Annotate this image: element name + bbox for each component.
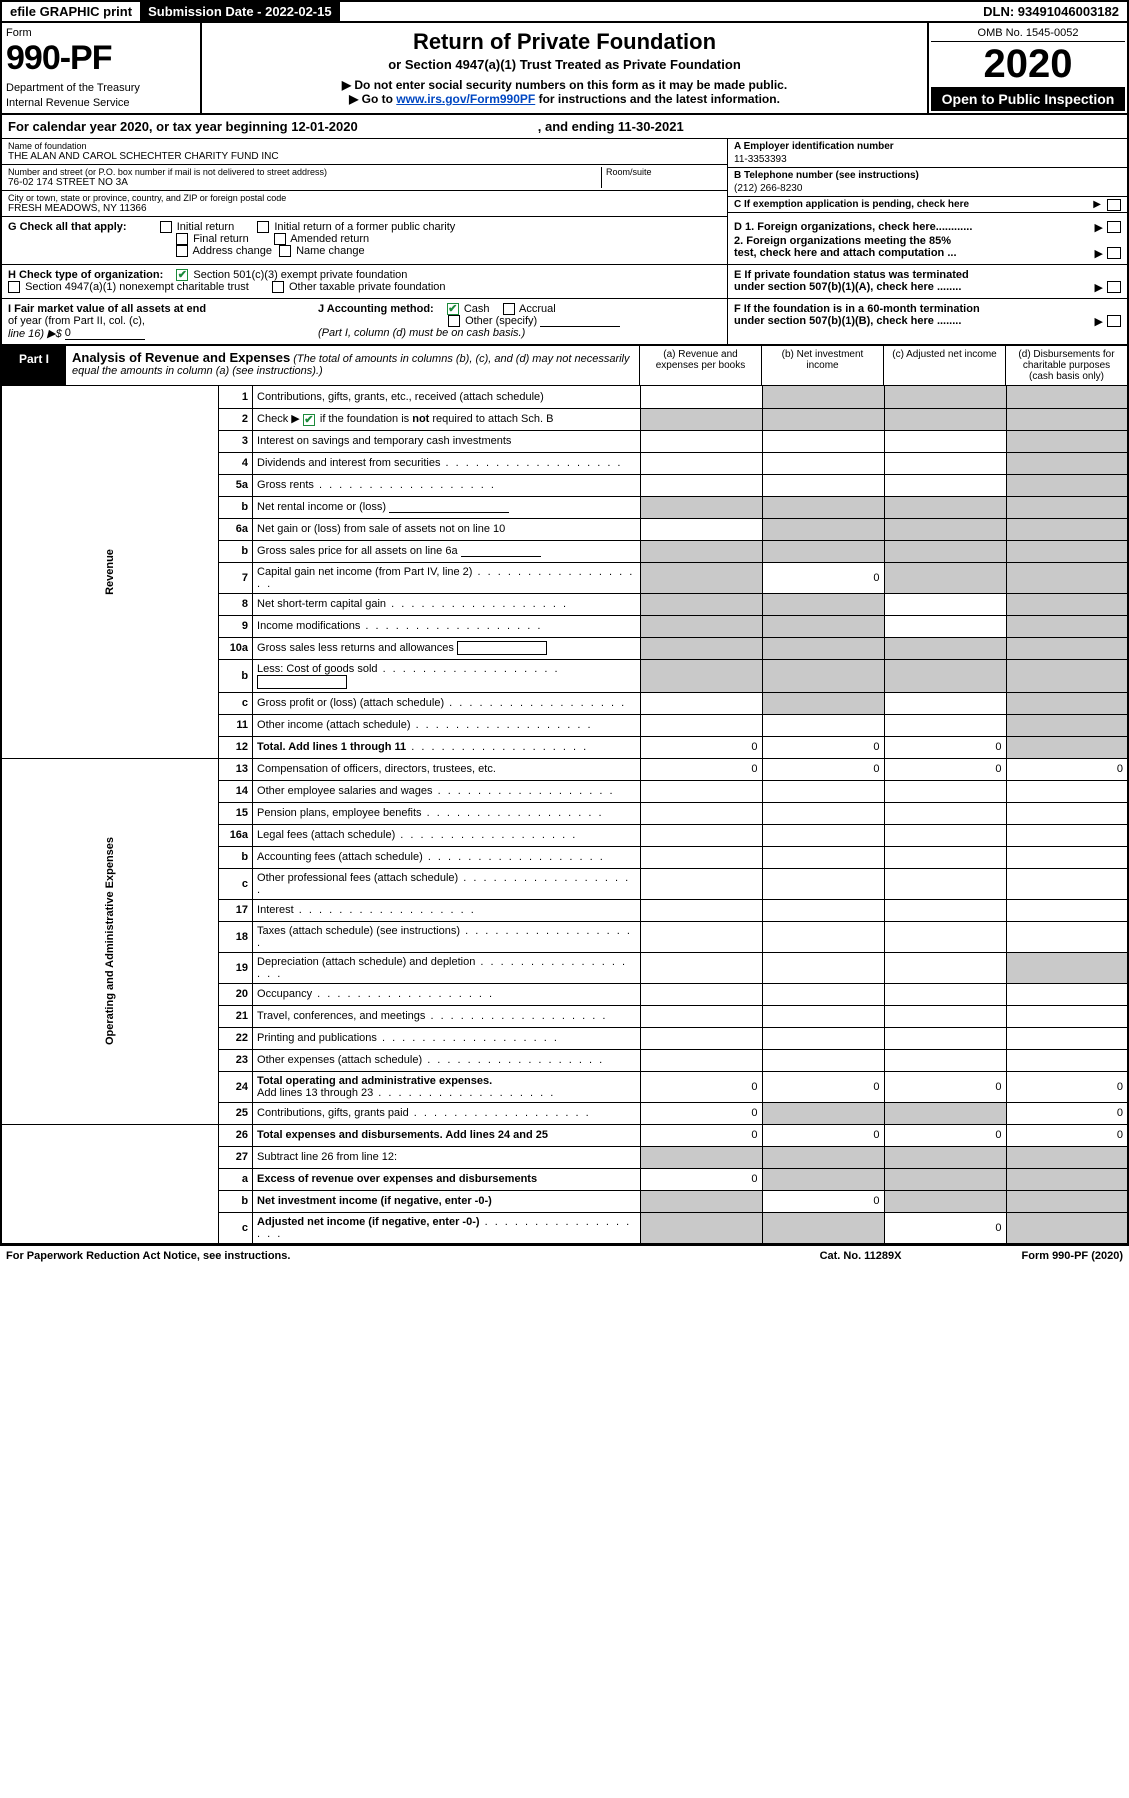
submission-date: Submission Date - 2022-02-15 <box>140 2 340 21</box>
phone-cell: B Telephone number (see instructions) (2… <box>728 168 1127 197</box>
form-note-1: ▶ Do not enter social security numbers o… <box>208 78 921 92</box>
chk-other-acct[interactable] <box>448 315 460 327</box>
row-26: 26Total expenses and disbursements. Add … <box>1 1124 1128 1146</box>
page-footer: For Paperwork Reduction Act Notice, see … <box>0 1244 1129 1266</box>
chk-d1[interactable] <box>1107 221 1121 233</box>
g-block: G Check all that apply: Initial return I… <box>2 217 727 264</box>
col-a-head: (a) Revenue and expenses per books <box>639 346 761 385</box>
part1-table: Revenue 1Contributions, gifts, grants, e… <box>0 386 1129 1244</box>
topbar: efile GRAPHIC print Submission Date - 20… <box>0 0 1129 21</box>
header-left: Form 990-PF Department of the Treasury I… <box>2 23 202 113</box>
chk-501c3[interactable]: ✔ <box>176 269 188 281</box>
revenue-sidebar: Revenue <box>1 386 219 758</box>
col-c-head: (c) Adjusted net income <box>883 346 1005 385</box>
address-cell: Number and street (or P.O. box number if… <box>2 165 727 191</box>
efile-label: efile GRAPHIC print <box>2 2 140 21</box>
footer-left: For Paperwork Reduction Act Notice, see … <box>6 1250 290 1262</box>
chk-e[interactable] <box>1107 281 1121 293</box>
ein-cell: A Employer identification number 11-3353… <box>728 139 1127 168</box>
foundation-name-cell: Name of foundation THE ALAN AND CAROL SC… <box>2 139 727 165</box>
irs-link[interactable]: www.irs.gov/Form990PF <box>396 92 535 106</box>
i-j-f-row: I Fair market value of all assets at end… <box>0 299 1129 346</box>
fmv-value: 0 <box>65 327 145 340</box>
col-b-head: (b) Net investment income <box>761 346 883 385</box>
dln: DLN: 93491046003182 <box>975 2 1127 21</box>
expenses-sidebar: Operating and Administrative Expenses <box>1 758 219 1124</box>
form-header: Form 990-PF Department of the Treasury I… <box>0 21 1129 115</box>
i-block: I Fair market value of all assets at end… <box>2 299 312 344</box>
j-block: J Accounting method: ✔ Cash Accrual Othe… <box>312 299 727 344</box>
header-center: Return of Private Foundation or Section … <box>202 23 927 113</box>
d-block: D 1. Foreign organizations, check here..… <box>727 217 1127 264</box>
exemption-cell: C If exemption application is pending, c… <box>728 197 1127 213</box>
row-13: Operating and Administrative Expenses 13… <box>1 758 1128 780</box>
city-cell: City or town, state or province, country… <box>2 191 727 217</box>
open-to-public: Open to Public Inspection <box>931 87 1125 111</box>
chk-final[interactable] <box>176 233 188 245</box>
chk-amended[interactable] <box>274 233 286 245</box>
part1-header: Part I Analysis of Revenue and Expenses … <box>0 346 1129 386</box>
tax-year: 2020 <box>931 42 1125 87</box>
h-block: H Check type of organization: ✔ Section … <box>2 265 727 298</box>
id-block: Name of foundation THE ALAN AND CAROL SC… <box>0 139 1129 217</box>
footer-right: Form 990-PF (2020) <box>1022 1250 1124 1262</box>
chk-address[interactable] <box>176 245 188 257</box>
tax-year-line: For calendar year 2020, or tax year begi… <box>0 115 1129 139</box>
form-label: Form <box>6 27 196 39</box>
header-right: OMB No. 1545-0052 2020 Open to Public In… <box>927 23 1127 113</box>
part1-badge: Part I <box>2 346 66 385</box>
form-number: 990-PF <box>6 39 196 78</box>
dept-irs: Internal Revenue Service <box>6 97 196 109</box>
footer-mid: Cat. No. 11289X <box>820 1250 902 1262</box>
part1-title: Analysis of Revenue and Expenses (The to… <box>66 346 639 385</box>
h-e-row: H Check type of organization: ✔ Section … <box>0 265 1129 299</box>
omb-number: OMB No. 1545-0052 <box>931 25 1125 42</box>
col-d-head: (d) Disbursements for charitable purpose… <box>1005 346 1127 385</box>
row-1: Revenue 1Contributions, gifts, grants, e… <box>1 386 1128 408</box>
f-block: F If the foundation is in a 60-month ter… <box>727 299 1127 344</box>
chk-d2[interactable] <box>1107 247 1121 259</box>
form-title: Return of Private Foundation <box>208 29 921 55</box>
form-note-2: ▶ Go to www.irs.gov/Form990PF for instru… <box>208 92 921 106</box>
chk-initial[interactable] <box>160 221 172 233</box>
chk-cash[interactable]: ✔ <box>447 303 459 315</box>
g-d-row: G Check all that apply: Initial return I… <box>0 217 1129 265</box>
chk-name[interactable] <box>279 245 291 257</box>
dept-treasury: Department of the Treasury <box>6 82 196 94</box>
form-subtitle: or Section 4947(a)(1) Trust Treated as P… <box>208 57 921 72</box>
chk-other-tax[interactable] <box>272 281 284 293</box>
chk-f[interactable] <box>1107 315 1121 327</box>
chk-initial-former[interactable] <box>257 221 269 233</box>
e-block: E If private foundation status was termi… <box>727 265 1127 298</box>
chk-4947[interactable] <box>8 281 20 293</box>
chk-accrual[interactable] <box>503 303 515 315</box>
checkbox-c[interactable] <box>1107 199 1121 211</box>
